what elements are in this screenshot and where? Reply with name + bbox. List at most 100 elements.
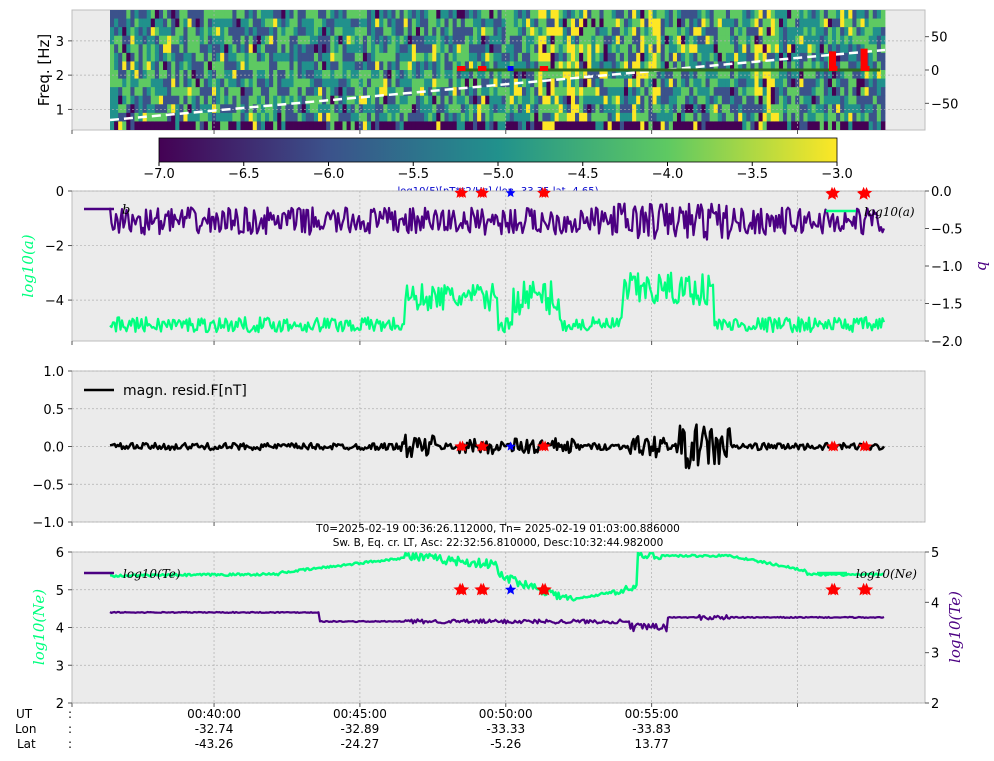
spectrogram-cell <box>395 104 401 114</box>
spectrogram-cell <box>876 52 882 62</box>
spectrogram-cell <box>746 52 751 62</box>
spectrogram-cell <box>685 78 690 88</box>
spectrogram-cell <box>668 78 674 88</box>
spectrogram-cell <box>456 18 462 28</box>
spectrogram-cell <box>709 44 715 54</box>
spectrogram-cell <box>260 87 266 97</box>
spectrogram-cell <box>623 95 629 105</box>
spectrogram-cell <box>383 121 388 130</box>
spectrogram-cell <box>583 44 588 54</box>
spectrogram-lines <box>109 48 886 122</box>
spectrogram-cell <box>595 78 600 88</box>
spectrogram-cell <box>705 87 711 97</box>
spectrogram-cell <box>158 70 164 79</box>
spectrogram-cell <box>623 61 629 71</box>
spectrogram-cell <box>146 104 152 114</box>
spectrogram-cell <box>607 104 613 114</box>
spectrogram-cell <box>864 27 870 37</box>
spectrogram-cell <box>187 121 192 130</box>
spectrogram-cell <box>750 61 755 71</box>
spectrogram-cell <box>248 87 254 97</box>
spectrogram-cell <box>285 104 290 114</box>
spectrogram-cell <box>632 70 637 79</box>
spectrogram-cell <box>554 78 560 88</box>
spectrogram-cell <box>791 61 796 71</box>
spectrogram-cell <box>611 78 617 88</box>
spectrogram-cell <box>248 10 254 19</box>
spectrogram-cell <box>587 61 592 71</box>
te-line <box>109 610 885 633</box>
spectrogram-cell <box>860 18 866 28</box>
spectrogram-cell <box>501 27 507 37</box>
spectrogram-cell <box>444 10 449 19</box>
spectrogram-cell <box>534 35 539 45</box>
spectrogram-cell <box>868 70 874 79</box>
spectrogram-cell <box>640 52 645 62</box>
spectrogram-cell <box>591 87 596 97</box>
spectrogram-cell <box>876 95 882 105</box>
spectrogram-cell <box>872 87 878 97</box>
spectrogram-cell <box>652 70 657 79</box>
spectrogram-cell <box>130 61 135 71</box>
spectrogram-cell <box>130 52 135 62</box>
spectrogram-cell <box>668 18 674 28</box>
spectrogram-cell <box>207 112 213 122</box>
spectrogram-cell <box>599 35 604 45</box>
spectrogram-cell <box>493 44 498 54</box>
spectrogram-cell <box>114 44 119 54</box>
spectrogram-cell <box>207 27 213 37</box>
spectrogram-cell <box>130 18 135 28</box>
spectrogram-cell <box>366 121 372 130</box>
spectrogram-cell <box>534 87 539 97</box>
spectrogram-cell <box>199 70 205 79</box>
spectrogram-cell <box>562 10 568 19</box>
spectrogram-cell <box>260 18 266 28</box>
spectrogram-cell <box>375 70 380 79</box>
spectrogram-cell <box>432 35 437 45</box>
spectrogram-cell <box>138 10 144 19</box>
spectrogram-cell <box>530 18 535 28</box>
spectrogram-cell <box>273 35 278 45</box>
spectrogram-cell <box>611 44 617 54</box>
y-tick-label: −1.0 <box>32 516 64 531</box>
spectrogram-cell <box>464 10 470 19</box>
spectrogram-cell <box>375 121 380 130</box>
spectrogram-cell <box>179 112 184 122</box>
spectrogram-cell <box>664 121 670 130</box>
spectrogram-cell <box>505 61 511 71</box>
spectrogram-cell <box>566 104 572 114</box>
spectrogram-cell <box>505 112 511 122</box>
spectrogram-cell <box>183 104 188 114</box>
spectrogram-cell <box>452 95 458 105</box>
spectrogram-cell <box>236 112 241 122</box>
spectrogram-cell <box>558 87 564 97</box>
spectrogram-cell <box>379 112 384 122</box>
spectrogram-cell <box>432 10 437 19</box>
residual-line <box>109 423 885 470</box>
spectrogram-cell <box>762 18 768 28</box>
spectrogram-cell <box>509 18 515 28</box>
spectrogram-cell <box>611 27 617 37</box>
spectrogram-cell <box>485 18 490 28</box>
spectrogram-cell <box>228 27 233 37</box>
spectrogram-cell <box>285 18 290 28</box>
spectrogram-cell <box>550 44 556 54</box>
spectrogram-cell <box>399 52 405 62</box>
spectrogram-cell <box>827 87 833 97</box>
spectrogram-cell <box>660 87 666 97</box>
spectrogram-cell <box>224 18 229 28</box>
colorbar-tick-label: −5.5 <box>397 167 429 182</box>
spectrogram-cell <box>203 27 209 37</box>
spectrogram-cell <box>375 18 380 28</box>
spectrogram-cell <box>391 95 396 105</box>
spectrogram-cell <box>709 27 715 37</box>
spectrogram-cell <box>293 61 299 71</box>
spectrogram-cell <box>440 78 445 88</box>
spectrogram-cell <box>668 27 674 37</box>
spectrogram-cell <box>725 121 731 130</box>
spectrogram-cell <box>452 104 458 114</box>
spectrogram-cell <box>709 95 715 105</box>
spectrogram-cell <box>583 78 588 88</box>
spectrogram-cell <box>668 112 674 122</box>
spectrogram-cell <box>623 52 629 62</box>
